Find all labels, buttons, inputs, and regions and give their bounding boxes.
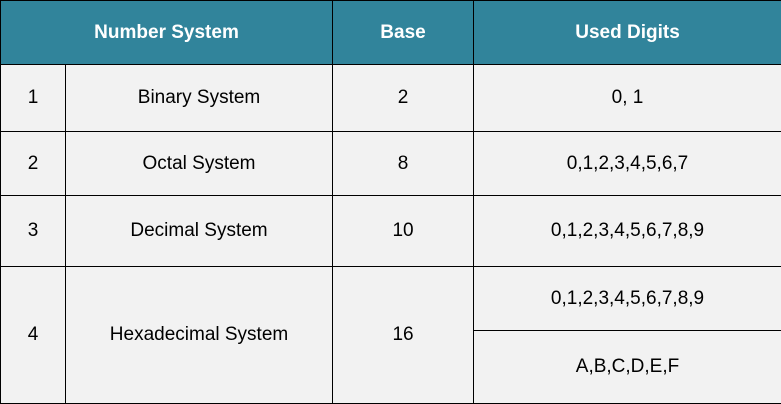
system-name: Binary System <box>64 64 334 132</box>
system-digits: 0,1,2,3,4,5,6,7,8,9 <box>473 266 781 331</box>
system-digits: 0,1,2,3,4,5,6,7 <box>473 131 781 196</box>
system-digits: 0, 1 <box>473 64 781 132</box>
system-digits-letters: A,B,C,D,E,F <box>473 330 781 404</box>
table-row: 2 Octal System 8 0,1,2,3,4,5,6,7 <box>0 131 781 196</box>
system-name: Octal System <box>64 131 334 196</box>
table-row: 1 Binary System 2 0, 1 <box>0 64 781 132</box>
header-row: Number System Base Used Digits <box>0 0 781 65</box>
header-number-system: Number System <box>0 0 334 65</box>
system-base: 2 <box>332 64 475 132</box>
row-number: 1 <box>0 64 66 132</box>
header-used-digits: Used Digits <box>473 0 781 65</box>
system-name: Hexadecimal System <box>64 266 334 404</box>
row-number: 2 <box>0 131 66 196</box>
system-base: 8 <box>332 131 475 196</box>
row-number: 3 <box>0 195 66 267</box>
table-row: 4 Hexadecimal System 16 0,1,2,3,4,5,6,7,… <box>0 266 781 404</box>
row-number: 4 <box>0 266 66 404</box>
table-row: A,B,C,D,E,F <box>1 330 781 404</box>
system-base: 10 <box>332 195 475 267</box>
table-row: 3 Decimal System 10 0,1,2,3,4,5,6,7,8,9 <box>0 195 781 267</box>
system-base: 16 <box>332 266 475 404</box>
system-name: Decimal System <box>64 195 334 267</box>
system-digits: 0,1,2,3,4,5,6,7,8,9 <box>473 195 781 267</box>
header-base: Base <box>332 0 475 65</box>
